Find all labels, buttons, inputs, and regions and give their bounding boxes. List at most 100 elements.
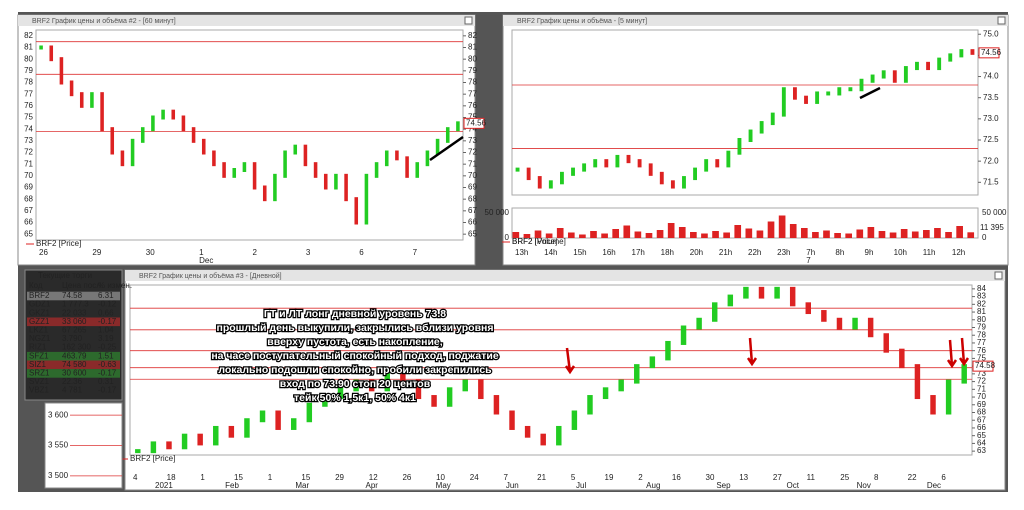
mini-tick-label: 3 500 — [48, 471, 69, 480]
y-tick-label-left: 67 — [24, 206, 33, 215]
date-label: 15 — [301, 473, 310, 482]
month-label: Dec — [927, 481, 941, 490]
y-tick-label-left: 66 — [24, 218, 33, 227]
cell: NGZ1 — [29, 334, 51, 343]
cell: GDZ1 — [29, 300, 51, 309]
y-tick-label: 64 — [977, 439, 986, 448]
volume-tick-label-left: 50 000 — [485, 208, 510, 217]
y-tick-label: 79 — [977, 323, 986, 332]
date-label: 8 — [874, 473, 879, 482]
y-tick-label-left: 70 — [24, 171, 33, 180]
y-tick-label: 63 — [977, 446, 986, 455]
month-label: Dec — [199, 256, 213, 265]
price-label: 74.56 — [466, 118, 487, 127]
price-marker — [978, 47, 1000, 59]
date-label: 22 — [908, 473, 917, 482]
y-tick-label-left: 68 — [24, 194, 33, 203]
row-highlight — [27, 369, 120, 378]
cell: 3.790 — [62, 334, 83, 343]
volume-bar — [634, 231, 642, 238]
row-highlight — [27, 291, 120, 301]
cell: 22 033 — [62, 308, 87, 317]
volume-bar — [545, 233, 553, 238]
cell: 74 580 — [62, 360, 87, 369]
date-label: 9h — [865, 248, 874, 257]
volume-bar — [845, 233, 853, 238]
y-tick-label: 70 — [977, 392, 986, 401]
volume-bar — [834, 233, 841, 238]
volume-bar — [945, 232, 952, 238]
y-tick-label: 82 — [468, 31, 477, 40]
y-tick-label-left: 79 — [24, 66, 33, 75]
close-button — [997, 16, 1006, 25]
date-label: 11 — [807, 473, 816, 482]
y-tick-label: 75 — [468, 113, 477, 122]
plot — [129, 284, 973, 456]
date-label: 15h — [573, 248, 586, 257]
y-tick-label: 75 — [977, 354, 986, 363]
volume-bar — [645, 233, 653, 238]
date-label: 2 — [253, 248, 258, 257]
volume-bar — [556, 228, 564, 238]
volume-bar — [956, 226, 963, 238]
cell: -0.12 — [98, 300, 117, 309]
column-header: Цена посл. — [62, 281, 103, 290]
y-tick-label-left: 82 — [24, 31, 33, 40]
volume-bar — [967, 232, 975, 238]
volume-tick-label: 0 — [982, 233, 987, 242]
title-bar — [503, 15, 1008, 26]
y-tick-label-left: 74 — [24, 124, 33, 133]
y-tick-label-left: 76 — [24, 101, 33, 110]
volume-tick-label: 50 000 — [982, 208, 1007, 217]
volume-bar — [856, 229, 864, 238]
volume-bar — [712, 231, 719, 238]
volume-plot — [511, 207, 979, 239]
cell: 1 777.3 — [62, 300, 89, 309]
cell: 162 300 — [62, 343, 91, 352]
date-label: 21h — [719, 248, 732, 257]
y-tick-label-left: 77 — [24, 89, 33, 98]
date-label: 27 — [773, 473, 782, 482]
cell: 6.31 — [98, 291, 114, 300]
title-bar — [18, 15, 475, 26]
date-label: 19 — [605, 473, 614, 482]
cell: VBZ1 — [29, 386, 50, 395]
month-label: 7 — [806, 256, 811, 265]
volume-bar — [812, 232, 819, 238]
cell: 0.66 — [98, 308, 114, 317]
legend: BRF2 [Price] — [130, 454, 175, 463]
y-tick-label: 73 — [468, 136, 477, 145]
annotation: вверху пустота, есть накопление, — [267, 336, 442, 348]
y-tick-label: 71 — [977, 384, 986, 393]
date-label: 10h — [894, 248, 907, 257]
month-label: Sep — [716, 481, 731, 490]
y-tick-label: 81 — [977, 307, 986, 316]
y-tick-label: 83 — [977, 292, 986, 301]
date-label: 18 — [167, 473, 176, 482]
cell: -0.17 — [98, 369, 117, 378]
date-label: 7 — [413, 248, 418, 257]
y-tick-label: 80 — [977, 315, 986, 324]
y-tick-label-left: 80 — [24, 54, 33, 63]
y-tick-label-left: 69 — [24, 183, 33, 192]
volume-bar — [590, 231, 597, 238]
volume-bar — [878, 231, 886, 238]
plot — [511, 29, 979, 196]
date-label: 29 — [335, 473, 344, 482]
cell: LKZ1 — [29, 326, 49, 335]
column-header: % измен. — [98, 281, 132, 290]
cell: RIZ1 — [29, 343, 47, 352]
date-label: 22h — [748, 248, 761, 257]
volume-bar — [534, 230, 542, 238]
month-label: May — [436, 481, 451, 490]
date-label: 26 — [402, 473, 411, 482]
volume-bar — [789, 224, 797, 238]
volume-bar — [823, 230, 830, 238]
y-tick-label: 75.0 — [983, 29, 999, 38]
volume-bar — [800, 228, 808, 238]
price-marker — [972, 360, 994, 372]
cell: 3.19 — [98, 334, 114, 343]
annotation: на часе поступательный спокойный подход,… — [211, 350, 498, 362]
cell: GZZ1 — [29, 317, 50, 326]
y-tick-label: 69 — [977, 400, 986, 409]
